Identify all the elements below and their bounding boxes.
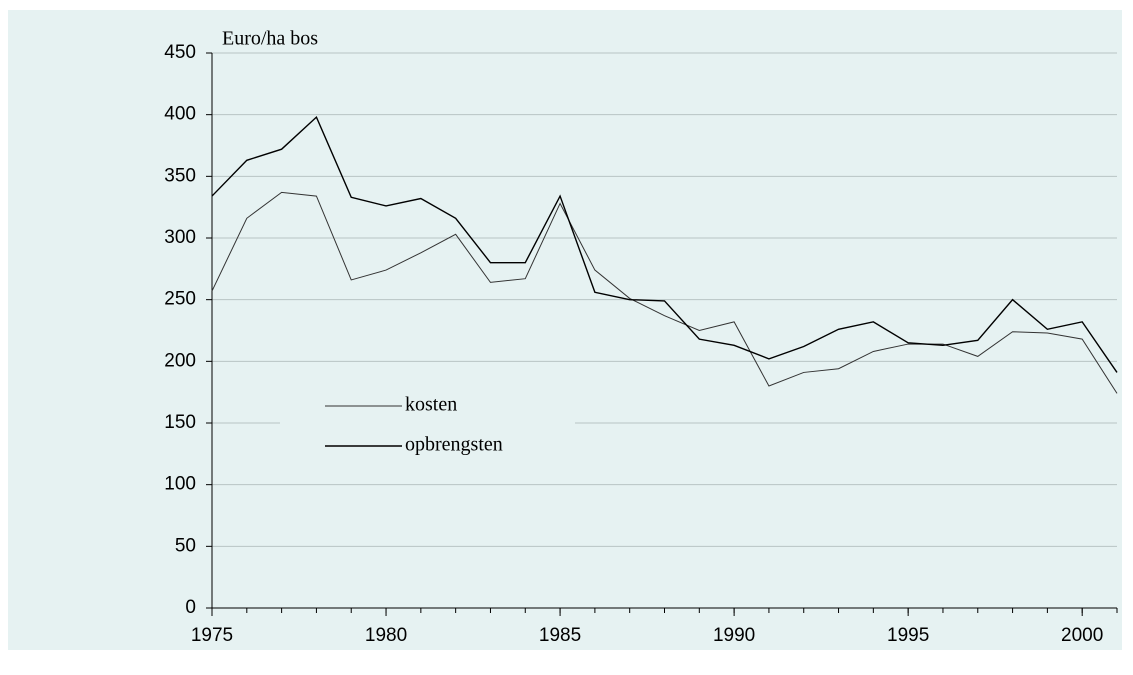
series-line	[211, 115, 1118, 373]
y-tick-label: 450	[164, 42, 196, 63]
y-tick-label: 200	[164, 350, 196, 371]
y-tick-label: 150	[164, 412, 196, 433]
y-tick-label: 0	[185, 597, 196, 618]
y-tick-label: 300	[164, 227, 196, 248]
legend-label: opbrengsten	[405, 434, 503, 456]
y-tick-label: 400	[164, 104, 196, 125]
x-tick-label: 2000	[1061, 625, 1103, 646]
y-tick-label: 100	[164, 474, 196, 495]
series-line	[211, 191, 1118, 394]
panel	[8, 10, 1122, 650]
y-tick-label: 250	[164, 289, 196, 310]
legend-bg	[280, 385, 575, 475]
y-axis-label: Euro/ha bos	[222, 28, 318, 50]
y-tick-label: 50	[175, 535, 196, 556]
y-tick-label: 350	[164, 165, 196, 186]
x-tick-label: 1995	[887, 625, 929, 646]
x-tick-label: 1975	[191, 625, 233, 646]
x-tick-label: 1980	[365, 625, 407, 646]
x-tick-label: 1990	[713, 625, 755, 646]
x-tick-label: 1985	[539, 625, 581, 646]
legend-label: kosten	[405, 394, 457, 416]
